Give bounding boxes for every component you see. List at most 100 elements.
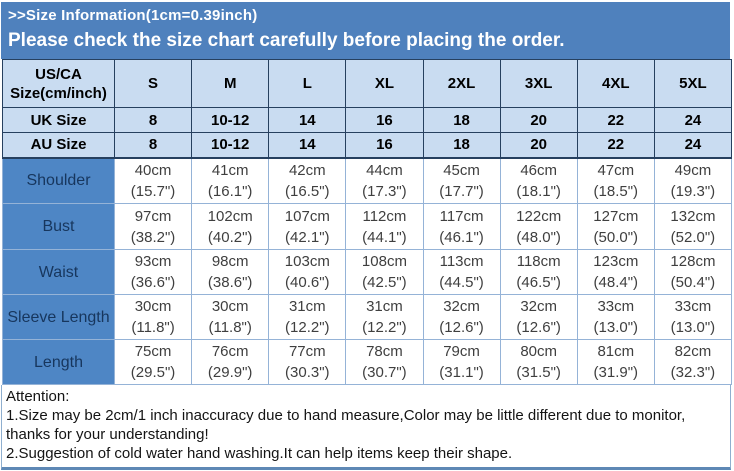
inch-value: (46.5") — [516, 274, 561, 291]
measure-row: Waist 93cm (36.6") 98cm (38.6") 103cm (40.6") 1… — [2, 249, 733, 295]
measure-cell: 45cm (17.7") — [422, 157, 501, 204]
cm-value: 82cm — [674, 343, 712, 360]
cm-value: 79cm — [443, 343, 480, 360]
measure-cell: 108cm (42.5") — [345, 249, 424, 295]
cm-value: 128cm — [670, 253, 716, 270]
measure-cell: 103cm (40.6") — [268, 249, 347, 295]
size-cell: 14 — [268, 132, 347, 159]
cm-value: 117cm — [439, 207, 484, 225]
inch-value: (50.0") — [593, 228, 639, 246]
cm-value: 49cm — [674, 161, 712, 179]
size-cell: 18 — [422, 132, 501, 159]
measure-cell: 81cm (31.9") — [576, 339, 655, 385]
header-row: US/CA Size(cm/inch) S M L XL 2XL 3XL 4XL 5XL — [2, 59, 733, 108]
cm-value: 44cm — [366, 161, 403, 179]
measure-cell: 123cm (48.4") — [576, 249, 655, 295]
cm-value: 132cm — [670, 207, 716, 225]
inch-value: (16.5") — [285, 182, 330, 200]
cm-value: 78cm — [366, 343, 403, 360]
measure-cell: 46cm (18.1") — [499, 157, 578, 204]
size-cell: 8 — [113, 132, 193, 159]
size-cell: 18 — [422, 107, 501, 133]
cm-value: 107cm — [284, 207, 330, 225]
inch-value: (11.8") — [208, 319, 252, 336]
cm-value: 98cm — [211, 253, 249, 270]
cm-value: 118cm — [516, 253, 561, 270]
cm-value: 41cm — [211, 161, 249, 179]
size-cell: 14 — [268, 107, 347, 133]
row-label: Sleeve Length — [2, 294, 115, 340]
corner-header-cell: US/CA Size(cm/inch) — [2, 59, 115, 108]
size-cell: 10-12 — [191, 107, 270, 133]
cm-value: 76cm — [211, 343, 249, 360]
measure-cell: 44cm (17.3") — [345, 157, 424, 204]
banner-title: >>Size Information(1cm=0.39inch) — [8, 7, 258, 24]
measure-cell: 47cm (18.5") — [576, 157, 655, 204]
inch-value: (38.6") — [207, 274, 253, 291]
cm-value: 75cm — [134, 343, 172, 360]
size-cell: 24 — [653, 132, 733, 159]
cm-value: 33cm — [674, 298, 712, 315]
inch-value: (29.5") — [130, 364, 176, 381]
measure-cell: 32cm (12.6") — [422, 294, 501, 340]
measure-cell: 30cm (11.8") — [113, 294, 193, 340]
size-table-body: US/CA Size(cm/inch) S M L XL 2XL 3XL 4XL 5XL UK Si… — [2, 59, 733, 385]
attention-heading: Attention: — [6, 388, 70, 405]
inch-value: (18.5") — [593, 182, 639, 200]
measure-row: Length 75cm (29.5") 76cm (29.9") 77cm (30.3") 7… — [2, 339, 733, 385]
row-label: Waist — [2, 249, 115, 295]
attention-section: Attention: 1.Size may be 2cm/1 inch inac… — [1, 385, 731, 470]
measure-cell: 82cm (32.3") — [653, 339, 733, 385]
size-row: UK Size 8 10-12 14 16 18 20 22 24 — [2, 107, 733, 133]
measure-cell: 98cm (38.6") — [191, 249, 270, 295]
cm-value: 40cm — [134, 161, 172, 179]
attention-line-1: 1.Size may be 2cm/1 inch inaccuracy due … — [6, 407, 686, 424]
cm-value: 108cm — [361, 253, 407, 270]
measure-row: Sleeve Length 30cm (11.8") 30cm (11.8") 31cm (… — [2, 294, 733, 340]
attention-line-3: 2.Suggestion of cold water hand washing.… — [6, 445, 513, 462]
attention-line-2: thanks for your understanding! — [6, 426, 209, 443]
inch-value: (19.3") — [670, 182, 716, 200]
measure-cell: 122cm (48.0") — [499, 203, 578, 250]
measure-cell: 128cm (50.4") — [653, 249, 733, 295]
size-header-cell: 3XL — [499, 59, 578, 108]
cm-value: 122cm — [516, 207, 562, 225]
cm-value: 32cm — [520, 298, 558, 315]
measure-cell: 78cm (30.7") — [345, 339, 424, 385]
banner: >>Size Information(1cm=0.39inch) Please … — [1, 2, 730, 59]
measure-cell: 132cm (52.0") — [653, 203, 733, 250]
cm-value: 123cm — [593, 253, 639, 270]
cm-value: 113cm — [439, 253, 484, 270]
inch-value: (29.9") — [207, 364, 253, 381]
inch-value: (42.5") — [362, 274, 407, 291]
cm-value: 77cm — [288, 343, 326, 360]
cm-value: 31cm — [366, 298, 403, 315]
inch-value: (12.6") — [516, 319, 561, 336]
inch-value: (38.2") — [130, 228, 176, 246]
measure-cell: 41cm (16.1") — [191, 157, 270, 204]
inch-value: (48.4") — [593, 274, 639, 291]
inch-value: (50.4") — [670, 274, 716, 291]
size-header-cell: S — [113, 59, 193, 108]
inch-value: (46.1") — [439, 228, 484, 246]
measure-cell: 102cm (40.2") — [191, 203, 270, 250]
inch-value: (11.8") — [131, 319, 175, 336]
cm-value: 30cm — [211, 298, 249, 315]
inch-value: (17.7") — [439, 182, 484, 200]
row-label: Shoulder — [2, 157, 115, 204]
inch-value: (42.1") — [285, 228, 330, 246]
size-cell: 20 — [499, 132, 578, 159]
inch-value: (40.6") — [285, 274, 330, 291]
measure-cell: 97cm (38.2") — [113, 203, 193, 250]
size-header-cell: 4XL — [576, 59, 655, 108]
inch-value: (36.6") — [130, 274, 176, 291]
measure-cell: 117cm (46.1") — [422, 203, 501, 250]
cm-value: 81cm — [597, 343, 635, 360]
measure-row: Bust 97cm (38.2") 102cm (40.2") 107cm (42.1") 1… — [2, 203, 733, 250]
measure-cell: 75cm (29.5") — [113, 339, 193, 385]
measure-cell: 31cm (12.2") — [268, 294, 347, 340]
measure-cell: 113cm (44.5") — [422, 249, 501, 295]
inch-value: (40.2") — [207, 228, 253, 246]
size-cell: 16 — [345, 107, 424, 133]
size-header-cell: L — [268, 59, 347, 108]
